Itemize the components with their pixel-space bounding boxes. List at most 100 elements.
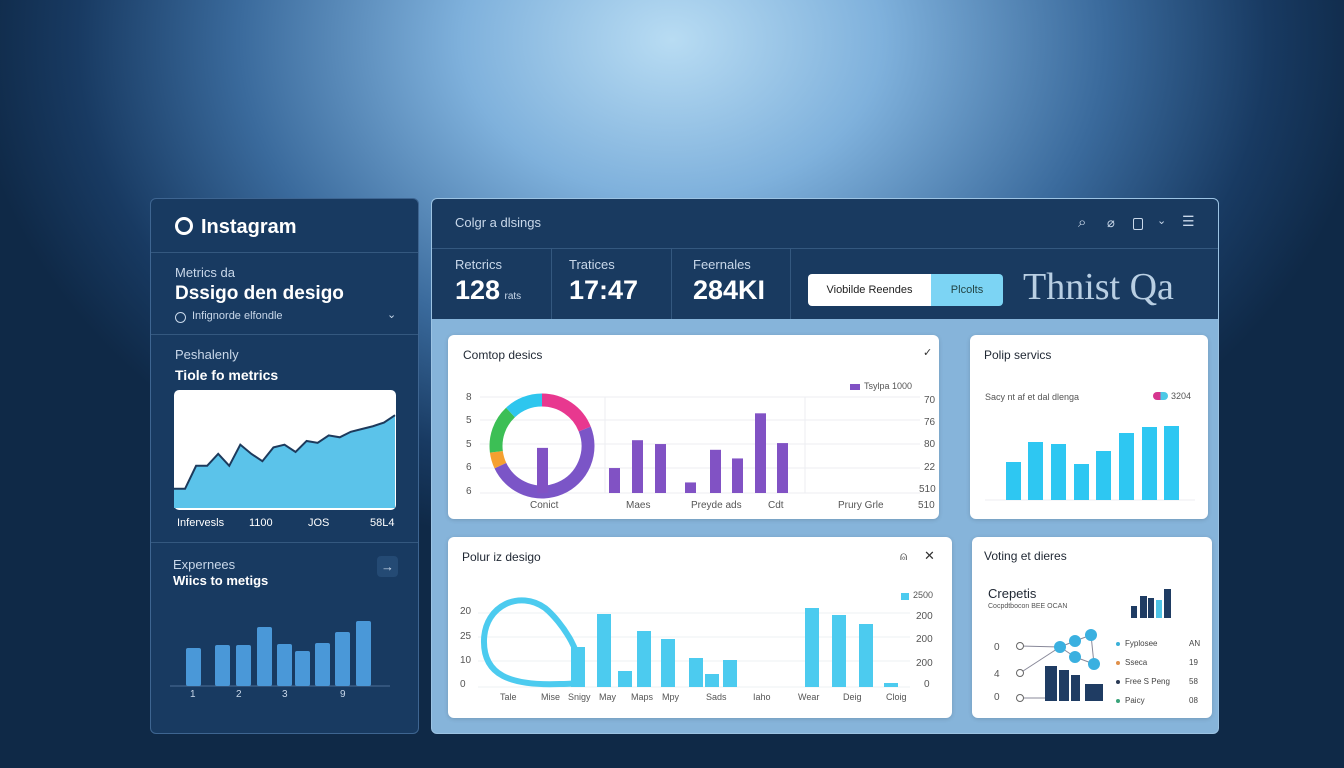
x-tick: Snigy [568,692,591,702]
y-tick: 6 [466,486,472,497]
document-icon[interactable] [1133,218,1143,230]
x-tick: 1100 [249,517,273,529]
y-tick: 20 [460,606,472,617]
pin-icon[interactable]: ⌀ [1107,215,1115,230]
y-tick: 4 [994,669,1000,680]
legend-item: Paicy 08 [1116,696,1206,715]
legend-label: Free S Peng [1125,677,1170,686]
card-comtop-desics: Comtop desics ✓ Tsylpa 1000 8 5 5 6 6 70… [448,335,939,519]
y-tick: 0 [994,692,1000,703]
sidebar-panel: Instagram Metrics da Dssigo den desigo I… [150,198,419,734]
stat-label: Feernales [693,257,751,272]
x-tick: Iaho [753,692,771,702]
stat-value: 17:47 [569,275,639,305]
y-tick: 5 [466,415,472,426]
chevron-down-icon: ⌄ [387,309,397,321]
card-voting-et-dieres: Voting et dieres Crepetis Cocpdtbocon BE… [972,537,1212,718]
card-title: Comtop desics [463,348,543,362]
legend-swatch [1153,392,1168,400]
y-tick: 0 [994,642,1000,653]
menu-icon[interactable]: ☰ [1182,213,1195,229]
x-tick: 58L4 [370,517,395,529]
metric-selector-dropdown[interactable]: Infignorde elfondle ⌄ [175,309,415,327]
stat-unit: rats [504,291,522,302]
legend-label: Tsylpa 1000 [864,381,913,391]
y-tick: 6 [466,462,472,473]
card-polip-servics: Polip servics Sacy nt af et dal dlenga 3… [970,335,1208,519]
expenses-label: Expernees [173,557,236,572]
y-tick: 25 [460,631,472,642]
legend-value: AN [1189,639,1201,648]
card-title: Polip servics [984,348,1052,362]
x-tick: 1 [190,689,196,700]
y-tick: 200 [916,611,933,622]
edit-icon[interactable]: ✓ [923,347,933,359]
stat-feernales: Feernales 284KI [693,257,765,306]
x-tick: JOS [308,517,330,529]
y-tick: 0 [460,679,466,690]
toggle-right-option[interactable]: Plcolts [931,274,1003,306]
legend-label: 3204 [1171,391,1192,401]
y-tick: 80 [924,439,936,450]
x-tick: Conict [530,500,559,511]
chevron-down-icon[interactable]: ⌄ [1157,215,1167,227]
stat-retcrics: Retcrics 128 rats [455,257,521,306]
trend-title: Tiole fo metrics [175,367,279,383]
toggle-left-option[interactable]: Viobilde Reendes [808,274,931,306]
card-subtitle: Crepetis [988,586,1037,601]
stat-label: Retcrics [455,257,502,272]
y-tick: 0 [924,679,930,690]
x-tick: Cdt [768,500,784,511]
expenses-title: Wiics to metigs [173,573,269,588]
x-tick: Sads [706,692,727,702]
stat-value: 284KI [693,275,766,305]
legend-dot [1116,661,1120,665]
header: Colgr a dlsings ⌕ ⌀ ⌄ ☰ Retcrics 128 rat… [432,199,1218,319]
x-tick: 2 [236,689,242,700]
search-icon[interactable]: ⌕ [1078,214,1087,231]
legend-dot [1116,680,1120,684]
legend-swatch [850,384,860,390]
brand-text: Thnist Qa [1023,266,1174,308]
legend-item: Fyplosee AN [1116,639,1206,658]
selector-label: Infignorde elfondle [192,310,283,322]
main-panel: Colgr a dlsings ⌕ ⌀ ⌄ ☰ Retcrics 128 rat… [431,198,1219,734]
card-caption: Cocpdtbocon BEE OCAN [988,603,1068,610]
arrow-right-icon: → [381,559,394,574]
view-toggle: Viobilde Reendes Plcolts [808,274,1003,306]
legend-item: Free S Peng 58 [1116,677,1206,696]
y-tick: 510 [919,484,936,495]
y-tick: 76 [924,417,936,428]
stat-label: Tratices [569,257,615,272]
instagram-logo-icon [175,217,193,235]
legend-label: 2500 [913,590,934,600]
x-tick: Preyde ads [691,500,742,511]
legend-label: Fyplosee [1125,639,1158,648]
expand-arrow-button[interactable]: → [377,556,398,577]
legend-value: 08 [1189,696,1198,705]
x-tick: Tale [500,692,517,702]
section-title: Dssigo den desigo [175,283,344,304]
legend-dot [1116,642,1120,646]
stat-value: 128 [455,275,501,305]
y-tick: 200 [916,634,933,645]
x-tick: Infervesls [177,517,225,529]
card-polur-iz-desigo: Polur iz desigo ⍝ ✕ 2500 20 25 10 0 200 … [448,537,952,718]
x-tick: 510 [918,500,935,511]
legend-label: Paicy [1125,696,1145,705]
legend-label: Sseca [1125,658,1148,667]
header-title: Colgr a dlsings [455,215,541,230]
x-tick: May [599,692,617,702]
pin-icon[interactable]: ⍝ [900,549,908,563]
x-tick: Maps [631,692,654,702]
y-tick: 200 [916,658,933,669]
legend-swatch [901,593,909,600]
y-tick: 70 [924,395,936,406]
x-tick: Wear [798,692,820,702]
card-title: Voting et dieres [984,549,1067,563]
x-tick: Cloig [886,692,907,702]
legend: Fyplosee AN Sseca 19 Free S Peng 58 Paic… [1116,639,1206,715]
close-icon[interactable]: ✕ [924,548,935,563]
trend-chart-area [174,390,396,510]
x-tick: Mise [541,692,561,702]
